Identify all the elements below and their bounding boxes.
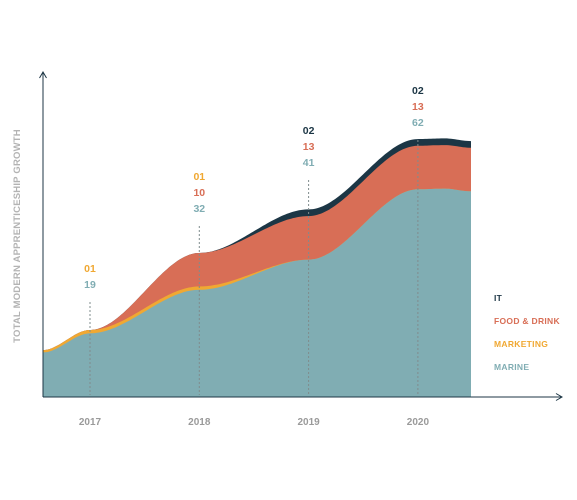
- chart-areas: [43, 138, 471, 397]
- y-axis-label: TOTAL MODERN APPRENTICESHIP GROWTH: [12, 129, 23, 343]
- data-label-2018-1: 10: [193, 187, 205, 199]
- x-tick-2017: 2017: [79, 417, 102, 428]
- data-label-2020-0: 02: [412, 85, 424, 97]
- data-label-2019-1: 13: [303, 141, 315, 153]
- legend-it: IT: [494, 293, 503, 303]
- legend-marine: MARINE: [494, 362, 529, 372]
- legend-food-drink: FOOD & DRINK: [494, 316, 560, 326]
- data-label-2019-2: 41: [303, 157, 315, 169]
- y-axis-arrow: [39, 71, 47, 79]
- data-label-2018-0: 01: [193, 171, 205, 183]
- category-guides: [89, 140, 419, 395]
- data-label-2020-1: 13: [412, 101, 424, 113]
- legend-marketing: MARKETING: [494, 339, 548, 349]
- x-tick-labels: 2017 2018 2019 2020: [79, 417, 430, 428]
- data-label-2018-2: 32: [193, 203, 205, 215]
- area-marine: [43, 188, 471, 397]
- x-tick-2020: 2020: [407, 417, 430, 428]
- x-tick-2019: 2019: [297, 417, 320, 428]
- x-tick-2018: 2018: [188, 417, 211, 428]
- data-label-2017-0: 01: [84, 263, 96, 275]
- data-label-2017-1: 19: [84, 279, 96, 291]
- data-labels: 01 19 01 10 32 02 13 41 02 13 62: [84, 85, 424, 291]
- data-label-2020-2: 62: [412, 117, 424, 129]
- chart-axes: [39, 71, 563, 401]
- legend: IT FOOD & DRINK MARKETING MARINE: [494, 293, 560, 372]
- x-axis-arrow: [555, 393, 563, 401]
- data-label-2019-0: 02: [303, 125, 315, 137]
